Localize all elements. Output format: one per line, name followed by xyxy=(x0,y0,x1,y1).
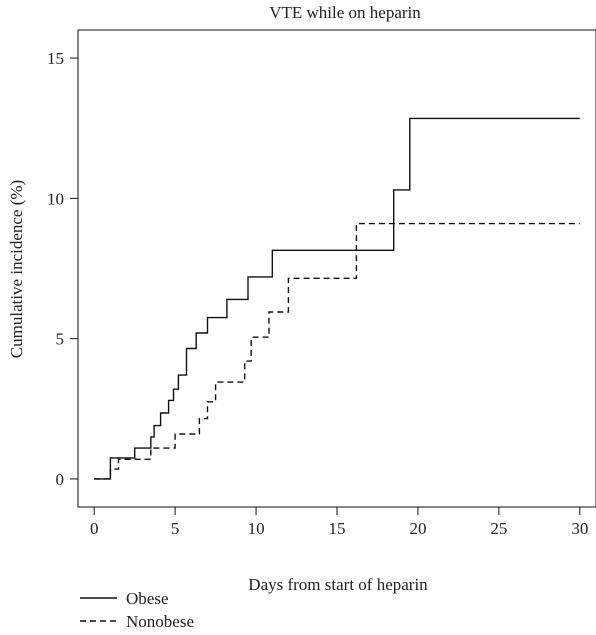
legend-label-obese: Obese xyxy=(126,589,168,608)
y-tick-label: 10 xyxy=(47,189,64,208)
plot-area: 0 5 10 15 20 25 30 0 5 10 15 xyxy=(47,29,596,538)
chart-title: VTE while on heparin xyxy=(269,3,421,22)
x-tick-label: 30 xyxy=(571,519,588,538)
series-line-nonobese xyxy=(94,222,580,480)
x-axis-title: Days from start of heparin xyxy=(248,575,428,594)
series-line-obese xyxy=(94,117,580,480)
plot-frame xyxy=(77,29,596,508)
x-ticks: 0 5 10 15 20 25 30 xyxy=(90,507,588,538)
x-tick-label: 5 xyxy=(171,519,180,538)
series-lines xyxy=(94,117,580,480)
y-tick-label: 0 xyxy=(56,470,65,489)
y-axis-title: Cumulative incidence (%) xyxy=(7,180,26,358)
x-tick-label: 25 xyxy=(490,519,507,538)
y-tick-label: 5 xyxy=(56,330,65,349)
x-tick-label: 10 xyxy=(248,519,265,538)
legend-label-nonobese: Nonobese xyxy=(126,612,194,631)
y-ticks: 0 5 10 15 xyxy=(47,49,78,489)
y-tick-label: 15 xyxy=(47,49,64,68)
x-tick-label: 20 xyxy=(409,519,426,538)
legend: Obese Nonobese xyxy=(80,589,194,631)
x-tick-label: 15 xyxy=(329,519,346,538)
x-tick-label: 0 xyxy=(90,519,99,538)
